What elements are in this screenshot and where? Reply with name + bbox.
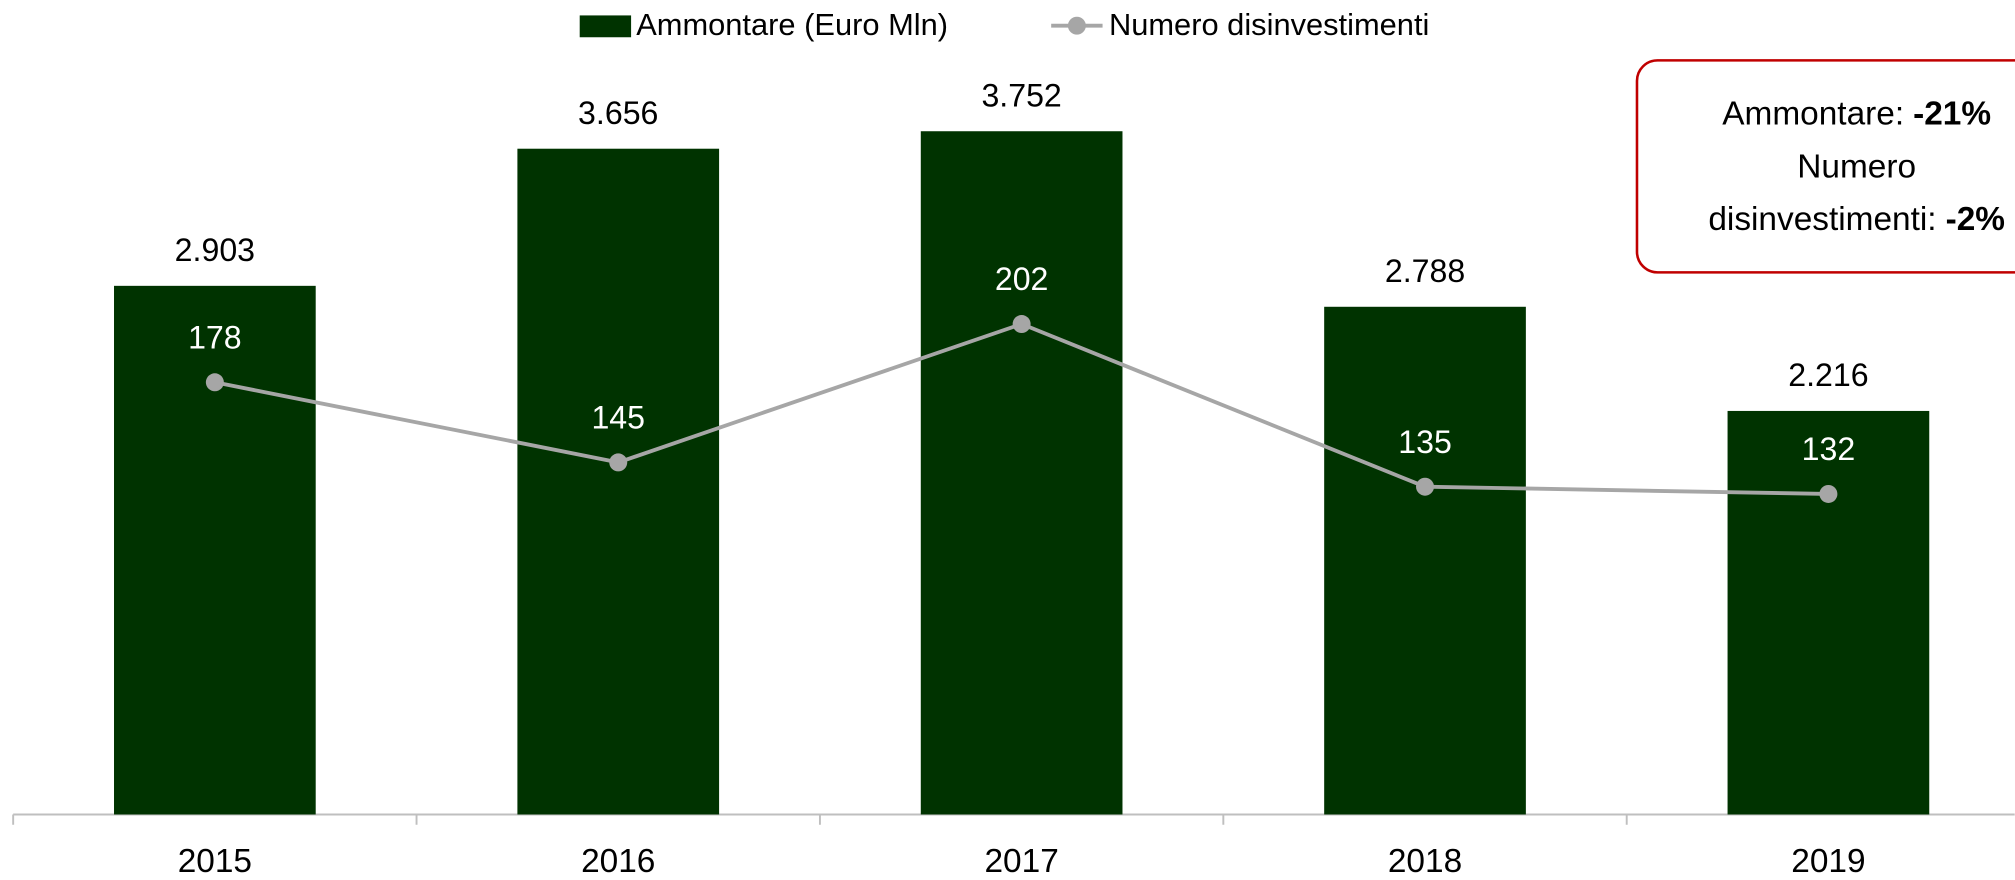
annotation-label: Numero <box>1797 148 1916 185</box>
bar <box>1727 410 1930 815</box>
annotation-text: Ammontare: -21% <box>1722 95 1991 132</box>
x-tick-label: 2017 <box>984 843 1058 880</box>
bar-value-label: 3.656 <box>578 95 658 131</box>
annotation-box <box>1635 59 2015 274</box>
x-tick-label: 2016 <box>581 843 655 880</box>
x-tick-label: 2015 <box>178 843 252 880</box>
annotation-text: disinvestimenti: -2% <box>1708 201 2005 238</box>
legend-swatch <box>579 15 632 38</box>
annotation-label: disinvestimenti: <box>1708 201 1936 238</box>
line-value-label: 135 <box>1398 424 1452 460</box>
x-tick-label: 2019 <box>1791 843 1865 880</box>
annotation-label: Ammontare: <box>1722 95 1904 132</box>
bar-value-label: 2.788 <box>1385 253 1465 289</box>
annotation-value: -2% <box>1946 201 2005 238</box>
annotation-text: Numero <box>1797 148 1916 185</box>
annotation-value: -21% <box>1913 95 1991 132</box>
line-marker <box>205 373 224 392</box>
line-marker <box>1819 484 1838 503</box>
line-value-label: 178 <box>188 319 242 355</box>
bar <box>114 285 316 815</box>
bar-value-label: 2.903 <box>175 232 255 268</box>
legend-label: Ammontare (Euro Mln) <box>636 7 948 42</box>
line-value-label: 132 <box>1802 431 1856 467</box>
bar-value-label: 3.752 <box>981 77 1061 113</box>
line-value-label: 145 <box>591 400 645 436</box>
legend-label: Numero disinvestimenti <box>1109 7 1429 42</box>
bar <box>1324 306 1526 815</box>
bar <box>920 131 1123 815</box>
line-marker <box>1416 477 1435 496</box>
line-marker <box>1012 315 1031 334</box>
legend-marker <box>1067 16 1086 35</box>
line-marker <box>609 453 628 472</box>
line-value-label: 202 <box>995 261 1049 297</box>
bar-value-label: 2.216 <box>1788 357 1868 393</box>
x-tick-label: 2018 <box>1388 843 1462 880</box>
bar <box>517 148 720 815</box>
